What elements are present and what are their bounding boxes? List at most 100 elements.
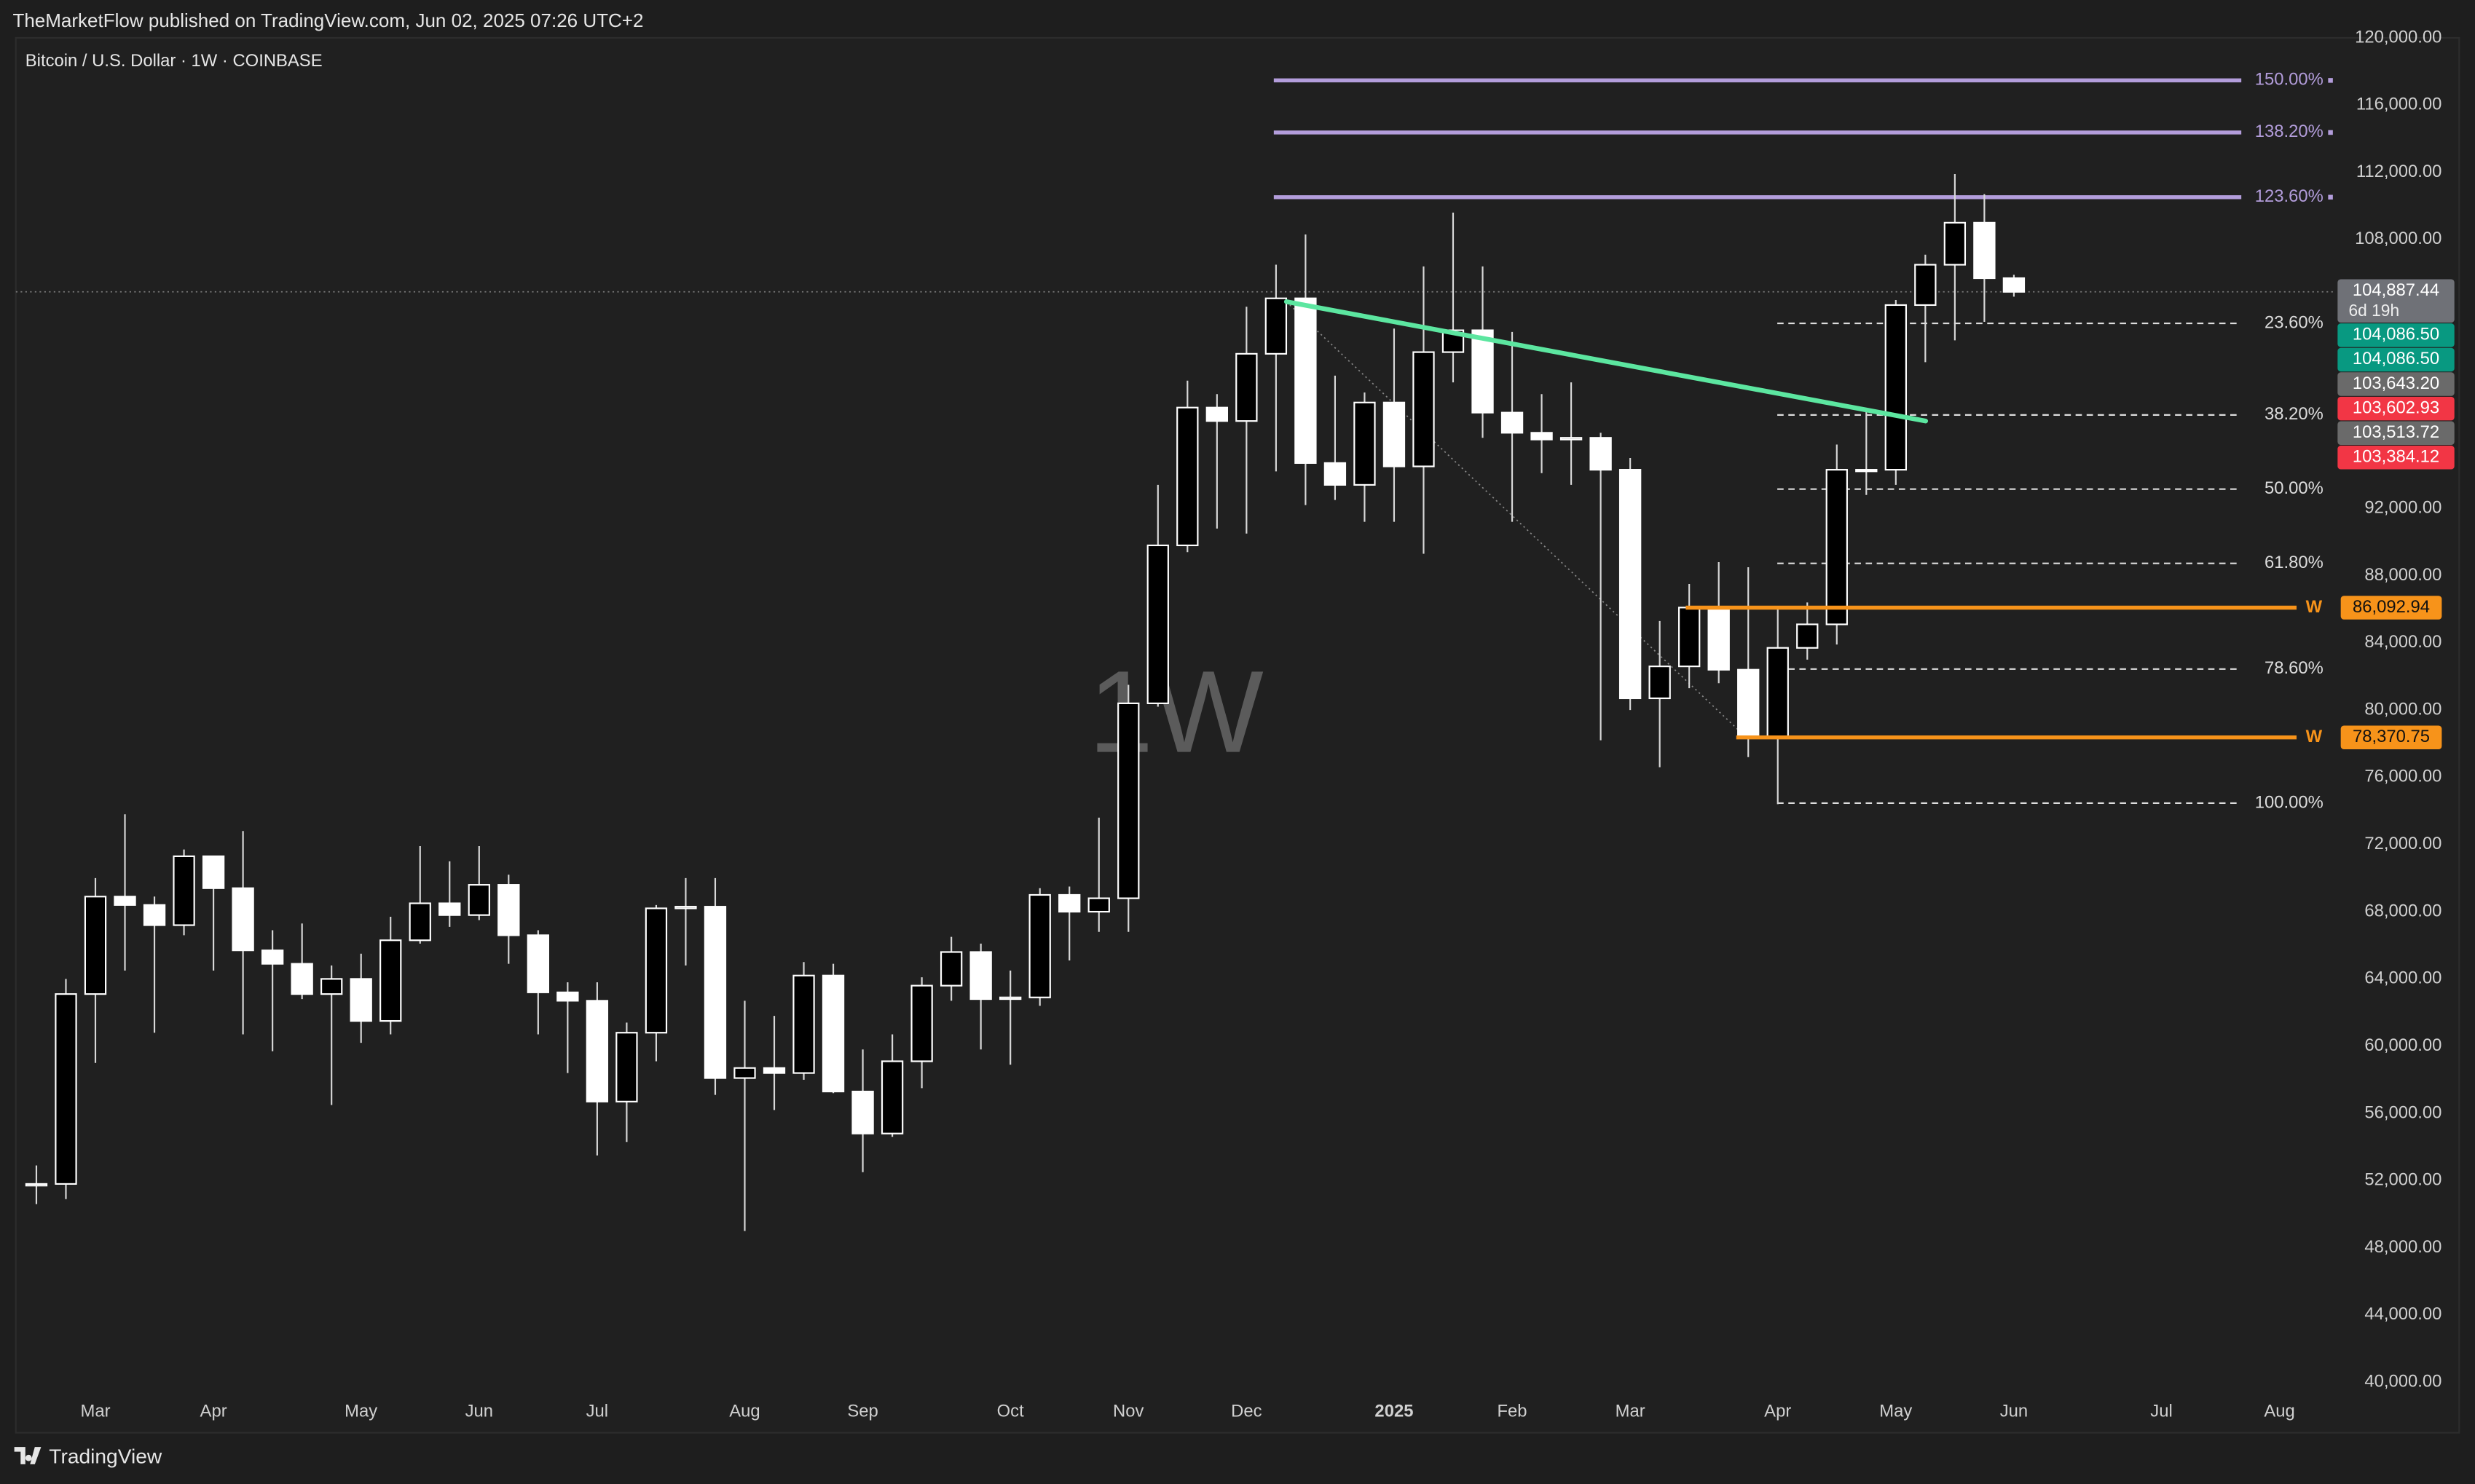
x-tick-label: Feb (1498, 1402, 1527, 1421)
x-tick-label: Sep (847, 1402, 878, 1421)
fib-retracement-label: 61.80% (2265, 553, 2323, 572)
candle-body (792, 974, 815, 1074)
y-tick-label: 56,000.00 (2364, 1102, 2441, 1122)
x-tick-label: May (345, 1402, 377, 1421)
price-tag-box (2337, 446, 2455, 470)
candle-body (1028, 893, 1051, 998)
fib-retracement-label: 100.00% (2255, 792, 2323, 812)
weekly-level-price-box (2340, 725, 2442, 749)
y-tick-label: 64,000.00 (2364, 968, 2441, 988)
fib-retracement-label: 23.60% (2265, 312, 2323, 332)
publisher-note: TheMarketFlow published on TradingView.c… (12, 9, 643, 31)
candle-body (763, 1067, 786, 1074)
x-tick-label: Apr (1764, 1402, 1791, 1421)
x-tick-label: Dec (1231, 1402, 1262, 1421)
symbol-title: Bitcoin / U.S. Dollar · 1W · COINBASE (25, 51, 323, 71)
candle-body (1618, 469, 1642, 700)
price-tag: 104,887.44 (2353, 280, 2439, 300)
y-tick-label: 112,000.00 (2356, 162, 2442, 181)
fib-anchor-line (1286, 301, 1748, 739)
y-tick-label: 88,000.00 (2364, 565, 2441, 585)
candle-body (999, 996, 1022, 1000)
price-tag: 103,643.20 (2353, 374, 2439, 393)
candle-body (320, 978, 343, 995)
candle-body (1648, 666, 1671, 700)
candle-body (1176, 406, 1199, 547)
y-tick-label: 120,000.00 (2355, 27, 2441, 47)
price-tag-box (2337, 372, 2455, 396)
fib-extension-label: 138.20% (2255, 122, 2323, 141)
candle-body (1500, 411, 1524, 434)
candle-body (1855, 469, 1878, 473)
candle-body (2002, 277, 2026, 293)
candle-body (556, 991, 579, 1002)
candle-body (881, 1060, 904, 1134)
candle-body (438, 902, 461, 916)
candle-body (114, 896, 136, 906)
y-tick-label: 48,000.00 (2364, 1237, 2441, 1257)
candle-body (1146, 544, 1169, 704)
fib-retracement-label: 50.00% (2265, 478, 2323, 498)
candle-body (1884, 304, 1907, 471)
candle-body (704, 906, 727, 1079)
chart-pane (15, 36, 2460, 1434)
candle-body (202, 855, 225, 889)
candle-body (379, 939, 402, 1022)
candle-body (645, 907, 668, 1034)
price-tag: 103,602.93 (2353, 398, 2439, 417)
candle-body (1205, 406, 1228, 422)
candle-body (350, 978, 372, 1022)
y-tick-label: 76,000.00 (2364, 767, 2441, 786)
candle-body (1117, 702, 1140, 899)
candle-body (261, 950, 284, 965)
y-tick-label: 108,000.00 (2355, 229, 2441, 248)
x-tick-label: Aug (729, 1402, 760, 1421)
y-tick-label: 52,000.00 (2364, 1170, 2441, 1190)
y-tick-label: 92,000.00 (2364, 497, 2441, 517)
candle-body (586, 1000, 609, 1102)
candle-body (1825, 469, 1848, 625)
candle-body (497, 884, 520, 936)
candle-body (1559, 437, 1583, 441)
weekly-level-price: 86,092.94 (2353, 597, 2430, 617)
candle-body (910, 984, 933, 1062)
candle-body (674, 906, 697, 909)
candle-body (143, 904, 166, 926)
price-tag: 104,086.50 (2353, 325, 2439, 344)
footer-logo: TradingView (14, 1445, 162, 1468)
candle-body (1412, 351, 1435, 467)
candle-body (1058, 893, 1081, 913)
candle-body (1737, 668, 1760, 738)
fib-retracement-label: 78.60% (2265, 658, 2323, 678)
trendline (1283, 299, 1929, 424)
x-tick-label: 2025 (1374, 1402, 1413, 1421)
price-tag-countdown: 6d 19h (2349, 301, 2400, 320)
candle-body (1323, 462, 1347, 486)
fib-extension-marker (2328, 194, 2333, 200)
y-tick-label: 60,000.00 (2364, 1035, 2441, 1055)
x-tick-label: Nov (1113, 1402, 1144, 1421)
candle-body (1382, 401, 1406, 467)
candle-body (1914, 264, 1937, 307)
weekly-level-tag: W (2306, 597, 2323, 617)
price-tag: 103,513.72 (2353, 422, 2439, 442)
logo-text: TradingView (49, 1445, 162, 1468)
candle-body (1530, 432, 1553, 441)
candle-body (1235, 352, 1258, 422)
candle-body (55, 993, 77, 1185)
x-tick-label: Mar (1616, 1402, 1645, 1421)
y-tick-label: 116,000.00 (2356, 95, 2442, 114)
x-tick-label: Jul (2150, 1402, 2172, 1421)
x-tick-label: Jun (465, 1402, 493, 1421)
y-tick-label: 44,000.00 (2364, 1304, 2441, 1324)
price-tag-box (2337, 347, 2455, 372)
weekly-level-tag: W (2306, 727, 2323, 746)
x-tick-label: Jul (586, 1402, 608, 1421)
x-tick-label: Oct (997, 1402, 1024, 1421)
fib-retracement-label: 38.20% (2265, 404, 2323, 424)
candle-body (1264, 297, 1288, 355)
candle-body (468, 884, 490, 916)
weekly-level-price: 78,370.75 (2353, 727, 2430, 746)
